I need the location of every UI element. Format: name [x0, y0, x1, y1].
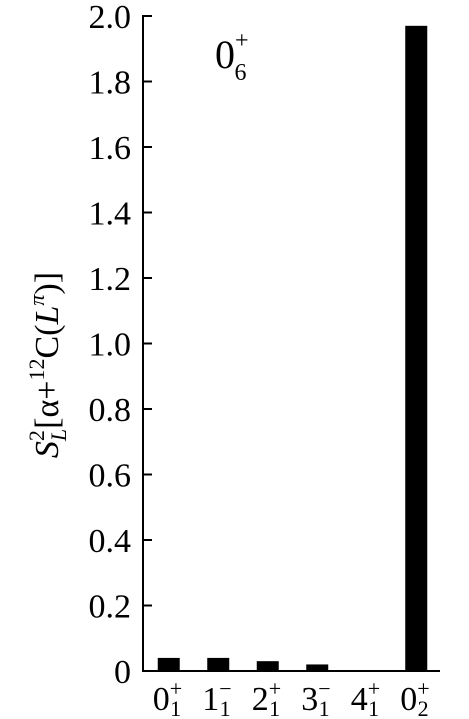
x-tick-label: 4+ 1	[351, 676, 380, 719]
y-tick-label: 0.8	[89, 392, 132, 429]
y-tick-label: 0.2	[89, 589, 132, 626]
y-tick-label: 0.6	[89, 458, 132, 495]
bar	[157, 657, 180, 671]
y-tick-label: 0	[114, 654, 131, 691]
x-tick-label: 0+ 1	[153, 676, 182, 719]
axes	[142, 15, 440, 672]
y-tick-label: 1.0	[89, 327, 132, 364]
bar	[207, 657, 230, 671]
x-tick-labels: 0+ 1 1− 1 2+ 1 3− 1 4+ 1 0+ 2	[153, 676, 430, 719]
y-tick-label: 1.6	[89, 130, 132, 167]
y-tick-label: 0.4	[89, 523, 132, 560]
y-tick-label: 1.2	[89, 261, 132, 298]
y-ticks: 0 0.2 0.4 0.6 0.8 1.0 1.2 1.4 1.6 1.8 2.0	[89, 0, 152, 691]
x-tick-label: 0+ 2	[400, 676, 429, 719]
x-tick-label: 3− 1	[301, 676, 330, 719]
y-axis-label: S2L[α+12C(Lπ)]	[24, 272, 71, 458]
x-tick-label: 1− 1	[202, 676, 231, 719]
y-tick-label: 1.4	[89, 196, 132, 233]
bar	[405, 25, 428, 671]
y-tick-label: 2.0	[89, 0, 132, 36]
bars	[157, 25, 428, 672]
bar	[256, 661, 279, 671]
bar	[306, 664, 329, 671]
y-tick-label: 1.8	[89, 65, 132, 102]
state-annotation: 0+ 6	[215, 28, 249, 86]
x-tick-label: 2+ 1	[252, 676, 281, 719]
